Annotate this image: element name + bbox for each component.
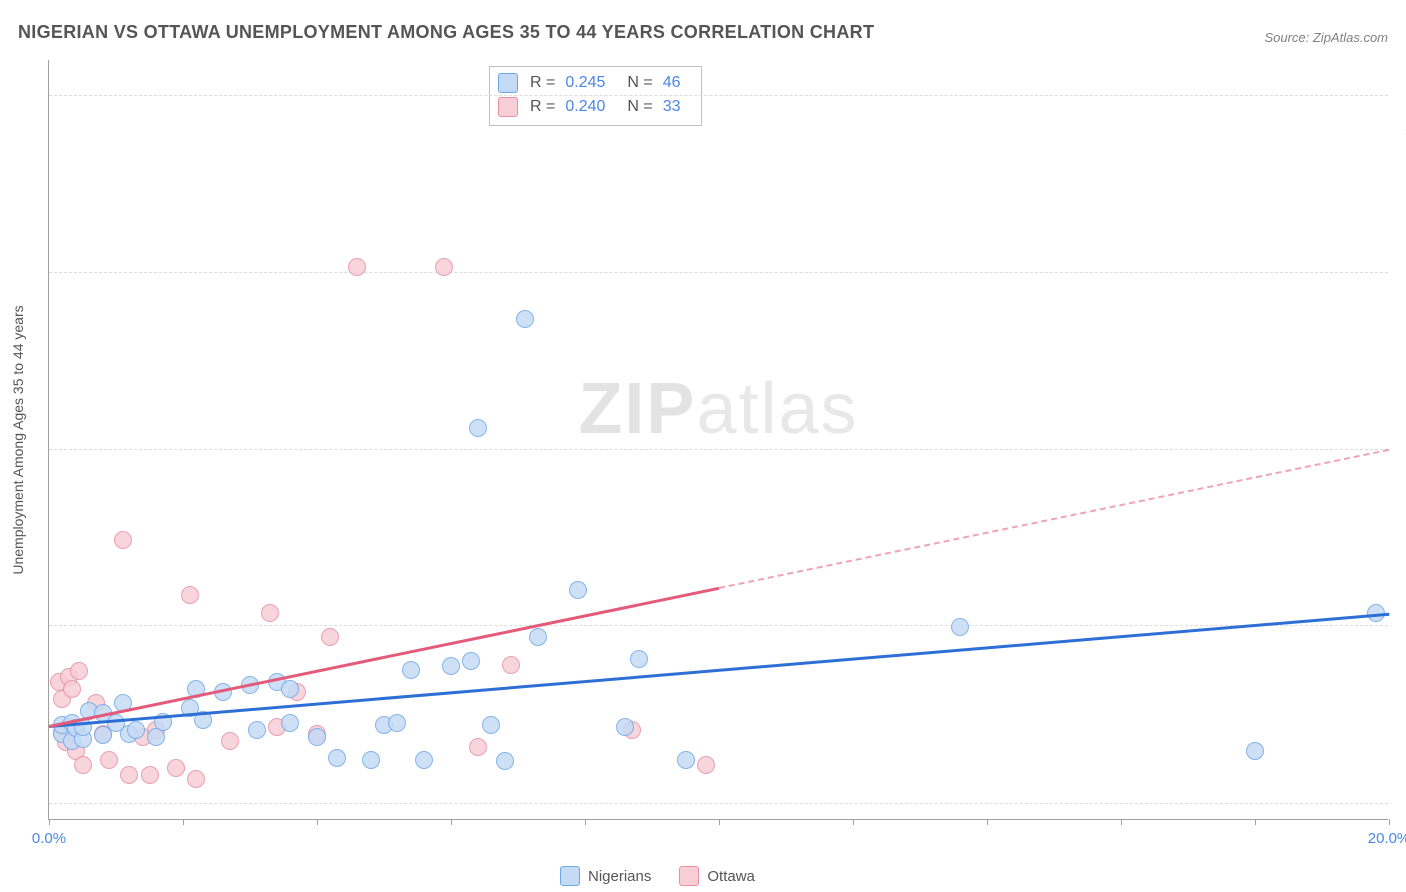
r2-value: 0.240 <box>565 98 605 116</box>
scatter-point-series1 <box>308 728 326 746</box>
r1-value: 0.245 <box>565 74 605 92</box>
scatter-point-series2 <box>114 531 132 549</box>
legend-label-2: Ottawa <box>707 868 755 885</box>
watermark-thin: atlas <box>696 369 858 449</box>
scatter-point-series2 <box>187 770 205 788</box>
trend-line-series2 <box>49 587 720 728</box>
scatter-point-series1 <box>482 716 500 734</box>
scatter-point-series2 <box>221 732 239 750</box>
scatter-point-series1 <box>415 751 433 769</box>
x-tick-label: 20.0% <box>1368 830 1406 847</box>
scatter-point-series2 <box>167 759 185 777</box>
n2-value: 33 <box>663 98 681 116</box>
scatter-point-series1 <box>529 628 547 646</box>
scatter-point-series2 <box>435 258 453 276</box>
swatch-series2 <box>498 97 518 117</box>
gridline <box>49 272 1388 273</box>
x-tick <box>317 819 318 825</box>
scatter-point-series1 <box>616 718 634 736</box>
x-tick <box>1389 819 1390 825</box>
gridline <box>49 625 1388 626</box>
scatter-point-series1 <box>630 650 648 668</box>
x-tick <box>451 819 452 825</box>
source-label: Source: ZipAtlas.com <box>1264 30 1388 45</box>
scatter-point-series2 <box>120 766 138 784</box>
scatter-point-series2 <box>100 751 118 769</box>
plot-area: ZIPatlas R = 0.245 N = 46 R = 0.240 N = … <box>48 60 1388 820</box>
gridline <box>49 449 1388 450</box>
scatter-point-series1 <box>1246 742 1264 760</box>
scatter-point-series1 <box>496 752 514 770</box>
scatter-point-series1 <box>569 581 587 599</box>
legend-item-2: Ottawa <box>679 866 755 886</box>
legend: Nigerians Ottawa <box>560 866 755 886</box>
x-tick <box>585 819 586 825</box>
stats-box: R = 0.245 N = 46 R = 0.240 N = 33 <box>489 66 702 126</box>
x-tick <box>719 819 720 825</box>
watermark-bold: ZIP <box>578 369 696 449</box>
r1-label: R = <box>530 74 555 92</box>
scatter-point-series2 <box>502 656 520 674</box>
n2-label: N = <box>627 98 652 116</box>
scatter-point-series1 <box>516 310 534 328</box>
scatter-point-series1 <box>402 661 420 679</box>
trend-line-series1 <box>49 613 1389 728</box>
chart-container: NIGERIAN VS OTTAWA UNEMPLOYMENT AMONG AG… <box>0 0 1406 892</box>
n1-value: 46 <box>663 74 681 92</box>
x-tick <box>49 819 50 825</box>
swatch-series1 <box>498 73 518 93</box>
scatter-point-series1 <box>677 751 695 769</box>
legend-swatch-2 <box>679 866 699 886</box>
scatter-point-series1 <box>388 714 406 732</box>
stats-row-1: R = 0.245 N = 46 <box>498 71 691 95</box>
x-tick <box>1255 819 1256 825</box>
scatter-point-series2 <box>141 766 159 784</box>
chart-title: NIGERIAN VS OTTAWA UNEMPLOYMENT AMONG AG… <box>18 22 874 43</box>
legend-label-1: Nigerians <box>588 868 651 885</box>
scatter-point-series2 <box>181 586 199 604</box>
x-tick-label: 0.0% <box>32 830 66 847</box>
scatter-point-series1 <box>328 749 346 767</box>
r2-label: R = <box>530 98 555 116</box>
scatter-point-series2 <box>348 258 366 276</box>
x-tick <box>183 819 184 825</box>
gridline <box>49 95 1388 96</box>
scatter-point-series2 <box>63 680 81 698</box>
y-axis-label: Unemployment Among Ages 35 to 44 years <box>10 305 26 574</box>
x-tick <box>853 819 854 825</box>
n1-label: N = <box>627 74 652 92</box>
scatter-point-series1 <box>281 680 299 698</box>
scatter-point-series2 <box>697 756 715 774</box>
scatter-point-series2 <box>261 604 279 622</box>
legend-swatch-1 <box>560 866 580 886</box>
stats-row-2: R = 0.240 N = 33 <box>498 95 691 119</box>
x-tick <box>1121 819 1122 825</box>
gridline <box>49 803 1388 804</box>
scatter-point-series1 <box>462 652 480 670</box>
x-tick <box>987 819 988 825</box>
scatter-point-series1 <box>362 751 380 769</box>
trend-line-series2-dash <box>719 449 1389 589</box>
scatter-point-series2 <box>74 756 92 774</box>
scatter-point-series2 <box>70 662 88 680</box>
scatter-point-series1 <box>281 714 299 732</box>
scatter-point-series1 <box>951 618 969 636</box>
scatter-point-series1 <box>442 657 460 675</box>
scatter-point-series1 <box>469 419 487 437</box>
legend-item-1: Nigerians <box>560 866 651 886</box>
scatter-point-series2 <box>321 628 339 646</box>
scatter-point-series2 <box>469 738 487 756</box>
scatter-point-series1 <box>248 721 266 739</box>
scatter-point-series1 <box>127 721 145 739</box>
watermark: ZIPatlas <box>578 368 858 450</box>
scatter-point-series1 <box>147 728 165 746</box>
